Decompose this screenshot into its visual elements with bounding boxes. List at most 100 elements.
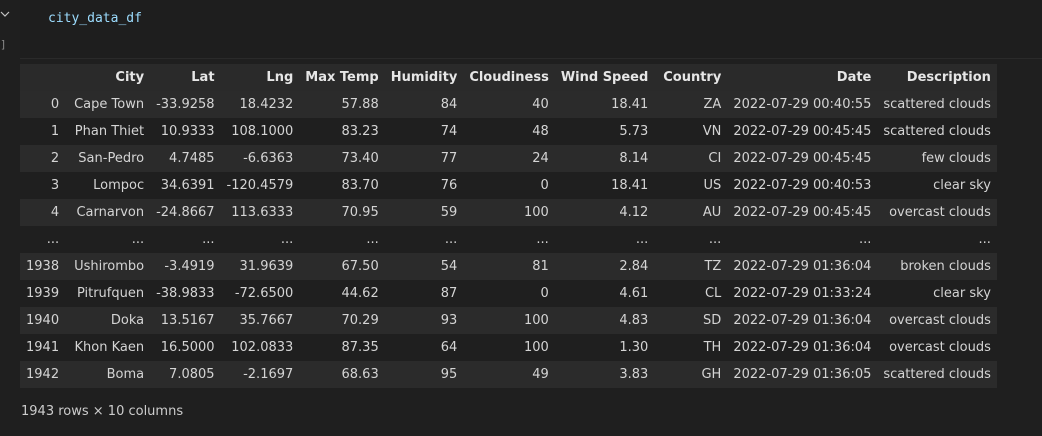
column-header: Description xyxy=(877,64,997,91)
table-row: 1940 Doka 13.5167 35.7667 70.29 93 100 4.83 SD 20… xyxy=(20,307,997,334)
row-index: 1941 xyxy=(26,340,60,355)
row-index: 0 xyxy=(50,97,60,112)
table-cell: TZ xyxy=(704,259,722,274)
table-cell: 8.14 xyxy=(619,151,649,166)
table-cell: few clouds xyxy=(921,151,991,166)
table-cell: -3.4919 xyxy=(164,259,215,274)
table-cell: -72.6500 xyxy=(234,286,294,301)
table-row: 1938 Ushirombo -3.4919 31.9639 67.50 54 81 2.84… xyxy=(20,253,997,280)
table-cell: 73.40 xyxy=(341,151,379,166)
code-editor[interactable]: city_data_df xyxy=(20,0,1042,59)
table-cell: 2022-07-29 01:33:24 xyxy=(733,286,872,301)
table-cell: 0 xyxy=(540,286,549,301)
column-header: Lat xyxy=(150,64,221,91)
table-row: 4 Carnarvon -24.8667 113.6333 70.95 59 100 4.12… xyxy=(20,199,997,226)
table-cell: ... xyxy=(280,232,294,247)
column-header: Country xyxy=(654,64,728,91)
table-cell: 5.73 xyxy=(619,124,649,139)
table-cell: 7.0805 xyxy=(169,367,215,382)
table-cell: 100 xyxy=(523,205,549,220)
row-index: 1940 xyxy=(26,313,60,328)
table-cell: 87 xyxy=(440,286,458,301)
table-cell: clear sky xyxy=(933,286,991,301)
table-cell: ... xyxy=(978,232,991,247)
table-cell: CI xyxy=(708,151,722,166)
table-cell: 57.88 xyxy=(341,97,379,112)
table-cell: overcast clouds xyxy=(889,205,991,220)
table-cell: 48 xyxy=(532,124,549,139)
code-text[interactable]: city_data_df xyxy=(48,11,142,26)
table-cell: 84 xyxy=(440,97,458,112)
collapse-chevron-icon[interactable] xyxy=(0,4,10,17)
table-cell: 2022-07-29 00:45:45 xyxy=(733,151,872,166)
column-header: Lng xyxy=(220,64,300,91)
table-cell: 24 xyxy=(532,151,549,166)
table-cell: 113.6333 xyxy=(231,205,294,220)
table-cell: 2022-07-29 00:40:53 xyxy=(733,178,872,193)
table-cell: -24.8667 xyxy=(156,205,215,220)
table-cell: CL xyxy=(704,286,722,301)
table-cell: scattered clouds xyxy=(883,97,991,112)
table-cell: Lompoc xyxy=(93,178,145,193)
table-row: 2 San-Pedro 4.7485 -6.6363 73.40 77 24 8.14 CI 20… xyxy=(20,145,997,172)
table-row: 3 Lompoc 34.6391 -120.4579 83.70 76 0 18.41 US 20… xyxy=(20,172,997,199)
table-cell: 10.9333 xyxy=(160,124,215,139)
table-cell: 4.12 xyxy=(619,205,649,220)
table-cell: 0 xyxy=(540,178,549,193)
table-cell: 95 xyxy=(440,367,458,382)
row-index: ... xyxy=(46,232,60,247)
table-cell: 44.62 xyxy=(341,286,379,301)
table-cell: 49 xyxy=(532,367,549,382)
table-cell: San-Pedro xyxy=(78,151,145,166)
row-index: 1 xyxy=(50,124,60,139)
table-cell: Doka xyxy=(110,313,145,328)
table-cell: ... xyxy=(536,232,549,247)
table-header-row: City Lat Lng Max Temp Humidity Cloudiness Wind… xyxy=(20,64,997,91)
table-cell: 64 xyxy=(440,340,458,355)
row-index: 4 xyxy=(50,205,60,220)
table-cell: ... xyxy=(635,232,649,247)
table-cell: 76 xyxy=(440,178,458,193)
table-row: ................................. xyxy=(20,226,997,253)
table-cell: 18.41 xyxy=(611,178,649,193)
table-cell: ... xyxy=(858,232,872,247)
row-index: 2 xyxy=(50,151,60,166)
table-cell: clear sky xyxy=(933,178,991,193)
table-cell: 83.70 xyxy=(341,178,379,193)
table-cell: Carnarvon xyxy=(76,205,145,220)
table-cell: TH xyxy=(703,340,722,355)
table-cell: 100 xyxy=(523,313,549,328)
table-cell: ... xyxy=(366,232,379,247)
table-cell: 2022-07-29 00:45:45 xyxy=(733,124,872,139)
column-header: Wind Speed xyxy=(554,64,655,91)
table-cell: 35.7667 xyxy=(239,313,294,328)
table-cell: 93 xyxy=(440,313,458,328)
column-header: City xyxy=(65,64,151,91)
table-cell: ... xyxy=(131,232,145,247)
table-cell: 2022-07-29 00:40:55 xyxy=(733,97,872,112)
table-row: 1 Phan Thiet 10.9333 108.1000 83.23 74 48 5.73 V… xyxy=(20,118,997,145)
table-cell: 83.23 xyxy=(341,124,379,139)
table-cell: VN xyxy=(702,124,722,139)
table-cell: 59 xyxy=(440,205,458,220)
table-cell: 108.1000 xyxy=(231,124,294,139)
table-cell: 2022-07-29 01:36:05 xyxy=(733,367,872,382)
table-cell: 81 xyxy=(532,259,549,274)
table-cell: Khon Kaen xyxy=(74,340,145,355)
column-header: Date xyxy=(727,64,878,91)
table-cell: -6.6363 xyxy=(243,151,294,166)
table-cell: 54 xyxy=(440,259,458,274)
table-row: 1941 Khon Kaen 16.5000 102.0833 87.35 64 100 1.… xyxy=(20,334,997,361)
table-cell: 77 xyxy=(440,151,458,166)
table-cell: 18.41 xyxy=(611,97,649,112)
table-cell: 31.9639 xyxy=(239,259,294,274)
table-cell: Phan Thiet xyxy=(74,124,145,139)
dataframe-table: City Lat Lng Max Temp Humidity Cloudiness Wind… xyxy=(20,64,997,388)
table-cell: GH xyxy=(701,367,722,382)
table-body: 0 Cape Town -33.9258 18.4232 57.88 84 40 18.41 Z… xyxy=(20,91,997,388)
table-cell: -2.1697 xyxy=(243,367,294,382)
table-cell: 1.30 xyxy=(619,340,649,355)
table-cell: AU xyxy=(702,205,722,220)
table-cell: 87.35 xyxy=(341,340,379,355)
table-cell: 4.83 xyxy=(619,313,649,328)
